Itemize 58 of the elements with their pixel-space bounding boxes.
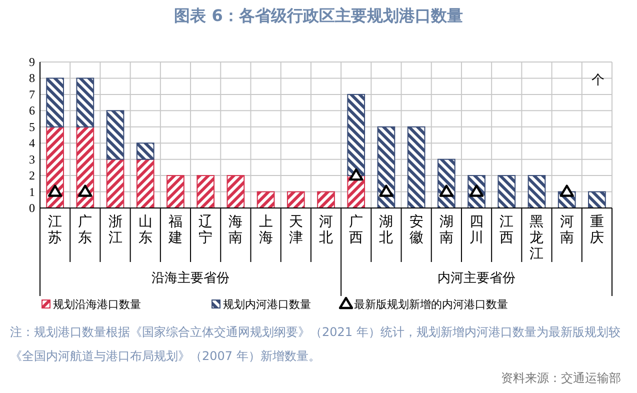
bar [106, 110, 124, 160]
x-tick-label: 河北 [319, 214, 333, 246]
y-tick-label: 0 [29, 201, 35, 215]
legend-label: 规划沿海港口数量 [53, 298, 141, 311]
x-tick-label: 黑龙江 [530, 214, 544, 262]
bar [256, 191, 275, 208]
text: 注：规划港口数量根据《国家综合立体交通网规划纲要》（2021 年）统计，规划新增内河港口数量为最新版规划较《全国内河航道与港口布局规划》（2007 年）新增数量。 [10, 324, 622, 365]
text: 内河主要省份 [438, 270, 516, 286]
x-tick-label: 安徽 [409, 214, 424, 246]
x-tick-label: 四川 [470, 214, 484, 246]
bar [377, 126, 396, 208]
x-tick-label: 广东 [78, 214, 92, 246]
y-tick-label: 2 [29, 168, 35, 183]
y-tick-label: 4 [29, 136, 35, 150]
x-tick-label: 湖北 [379, 214, 394, 246]
x-tick-label: 浙江 [108, 214, 122, 246]
bar [407, 126, 426, 208]
text: 资料来源：交通运输部 [501, 370, 621, 387]
x-tick-label: 福建 [167, 214, 182, 246]
bar [46, 78, 64, 128]
bar [106, 158, 124, 208]
bar [588, 191, 606, 208]
x-tick-label: 江苏 [48, 214, 62, 246]
y-tick-label: 1 [29, 184, 35, 199]
bar [226, 175, 245, 208]
bar [166, 175, 184, 208]
x-tick-label: 湖南 [439, 214, 454, 246]
x-tick-label: 辽宁 [198, 214, 213, 246]
x-tick-label: 江西 [500, 214, 514, 246]
y-tick-label: 8 [29, 71, 35, 86]
y-tick-label: 3 [29, 152, 35, 166]
bar [76, 78, 94, 128]
y-tick-label: 6 [29, 104, 35, 118]
bar [528, 175, 546, 208]
x-tick-label: 广西 [349, 214, 364, 246]
bar [498, 175, 516, 208]
bar [347, 94, 366, 176]
text: 沿海主要省份 [152, 270, 230, 286]
y-axis-title: 个 [592, 73, 604, 88]
x-tick-label: 重庆 [590, 214, 604, 246]
chart-title: 图表 6：各省级行政区主要规划港口数量 [173, 6, 464, 27]
bar [196, 175, 215, 208]
bar [136, 142, 154, 160]
y-tick-label: 5 [29, 120, 35, 134]
x-tick-label: 天津 [288, 214, 303, 246]
y-tick-label: 7 [29, 87, 35, 102]
bar [76, 126, 94, 208]
x-tick-label: 上海 [258, 214, 273, 246]
x-tick-label: 山东 [138, 214, 152, 246]
x-tick-label: 海南 [228, 214, 243, 246]
x-tick-label: 河南 [560, 214, 574, 246]
bar [46, 126, 64, 208]
bar [136, 158, 154, 208]
bar [317, 191, 335, 208]
legend-label: 规划内河港口数量 [223, 298, 311, 311]
y-tick-label: 9 [29, 55, 35, 69]
bar [286, 191, 305, 208]
legend-label: 最新版规划新增的内河港口数量 [354, 298, 508, 311]
